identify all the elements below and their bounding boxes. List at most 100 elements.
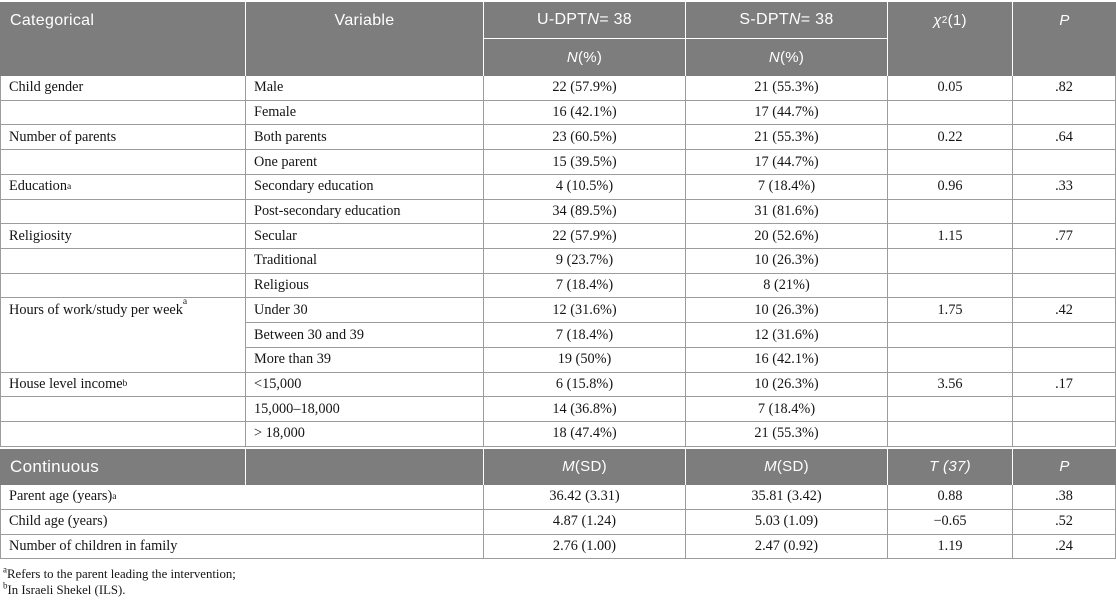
udpt-value-text: 19 (50%) [557,351,612,368]
chi-square-value-cell [888,150,1013,175]
variable-text: <15,000 [254,375,302,392]
p-value-cell [1013,199,1116,225]
variable-text: One parent [254,153,318,170]
header-sdpt-npct: N (%) [686,39,887,75]
sdpt-msd-cell: 5.03 (1.09) [686,509,888,535]
chi-square-value-cell: 0.96 [888,174,1013,200]
continuous-header-t: T (37) [888,448,1013,485]
category-text: Hours of work/study per week [9,302,183,319]
sdpt-value-text: 7 (18.4%) [757,178,816,195]
variable-text: Between 30 and 39 [254,326,364,343]
header-variable-text: Variable [334,11,395,29]
p-value-cell: .17 [1013,372,1116,398]
continuous-header-p: P [1013,449,1116,485]
variable-text: Religious [254,277,309,294]
variable-cell: Both parents [246,125,484,151]
p-value-text: .33 [1055,178,1073,195]
chi-square-value-cell [888,397,1013,423]
header-cell-udpt: U-DPT N = 38 N (%) [484,2,686,76]
category-cell [0,422,246,447]
sdpt-value-text: 16 (42.1%) [754,351,819,368]
continuous-label-text: Continuous [10,456,100,476]
footnote-a-marker: a [3,565,7,576]
udpt-value-text: 14 (36.8%) [552,400,617,417]
variable-cell: Traditional [246,249,484,274]
category-cell: Child gender [0,76,246,101]
p-value-text: .64 [1055,128,1073,145]
sdpt-value-cell: 8 (21%) [686,273,888,299]
variable-cell: Secondary education [246,174,484,200]
msd-m: M [764,458,777,476]
p-value-text: .52 [1055,513,1073,530]
variable-cell: More than 39 [246,347,484,373]
header-variable-label: Variable [246,2,483,39]
measure-label-cell: Number of children in family [0,534,484,560]
sdpt-value-text: 12 (31.6%) [754,326,819,343]
variable-cell: <15,000 [246,372,484,398]
udpt-value-cell: 22 (57.9%) [484,76,686,101]
variable-text: Female [254,104,297,121]
header-npct-rest: (%) [577,48,603,66]
chi-square-value-cell [888,422,1013,447]
chi-square-value-text: 0.96 [937,178,963,195]
udpt-value-text: 23 (60.5%) [552,128,617,145]
measure-label-text: Number of children in family [9,538,178,554]
udpt-value-text: 34 (89.5%) [552,202,617,219]
p-value-cell [1013,323,1116,348]
p-value-cell: .52 [1013,509,1116,535]
udpt-msd-text: 2.76 (1.00) [552,538,617,554]
udpt-value-text: 15 (39.5%) [552,153,617,170]
category-text: Child gender [9,79,84,96]
sdpt-value-cell: 12 (31.6%) [686,323,888,348]
category-cell: Education a [0,174,246,200]
variable-text: Post-secondary education [254,202,401,219]
sdpt-value-cell: 7 (18.4%) [686,174,888,200]
header-p-label: P [1013,2,1116,39]
p-value-text: .42 [1055,301,1073,318]
measure-label-text: Parent age (years) [9,488,113,505]
chi-square-value-text: 0.05 [937,79,963,96]
chi-square-value-text: 0.22 [937,128,963,145]
category-cell [0,100,246,126]
sdpt-value-cell: 10 (26.3%) [686,249,888,274]
chi-square-value-text: 3.56 [937,375,963,392]
header-sdpt-n: N [788,11,801,28]
udpt-value-text: 7 (18.4%) [555,277,614,294]
udpt-msd-cell: 36.42 (3.31) [484,484,686,510]
variable-text: Both parents [254,128,327,145]
chi-square-value-cell [888,100,1013,126]
category-text: Education [9,178,67,195]
p-value-cell [1013,100,1116,126]
header-cell-categorical: Categorical [0,2,246,76]
udpt-value-cell: 19 (50%) [484,347,686,373]
msd-m: M [562,458,575,476]
udpt-value-cell: 7 (18.4%) [484,273,686,299]
msd-rest: (SD) [574,458,607,476]
chi-df: (1) [947,12,967,29]
variable-cell: 15,000–18,000 [246,397,484,423]
udpt-value-text: 4 (10.5%) [555,178,614,195]
variable-text: Under 30 [254,301,308,318]
udpt-value-cell: 15 (39.5%) [484,150,686,175]
sdpt-value-text: 17 (44.7%) [754,104,819,121]
variable-text: More than 39 [254,351,332,368]
udpt-value-text: 22 (57.9%) [552,79,617,96]
t-value-text: 0.88 [937,488,963,505]
udpt-value-cell: 12 (31.6%) [484,298,686,324]
variable-text: > 18,000 [254,425,305,442]
t-value-cell: 1.19 [888,534,1013,560]
chi-square-value-cell: 0.05 [888,76,1013,101]
continuous-rows-body: Parent age (years) a 36.42 (3.31) 35.81 (3.… [0,484,1116,560]
sdpt-value-text: 21 (55.3%) [754,79,819,96]
sdpt-value-cell: 10 (26.3%) [686,298,888,324]
sdpt-value-cell: 17 (44.7%) [686,100,888,126]
variable-text: 15,000–18,000 [254,400,340,417]
sdpt-value-text: 7 (18.4%) [757,400,816,417]
variable-cell: One parent [246,150,484,175]
footnote-a-text: Refers to the parent leading the interve… [7,567,236,582]
p-value-cell [1013,347,1116,373]
udpt-value-cell: 6 (15.8%) [484,372,686,398]
chi-square-value-cell: 1.75 [888,298,1013,324]
